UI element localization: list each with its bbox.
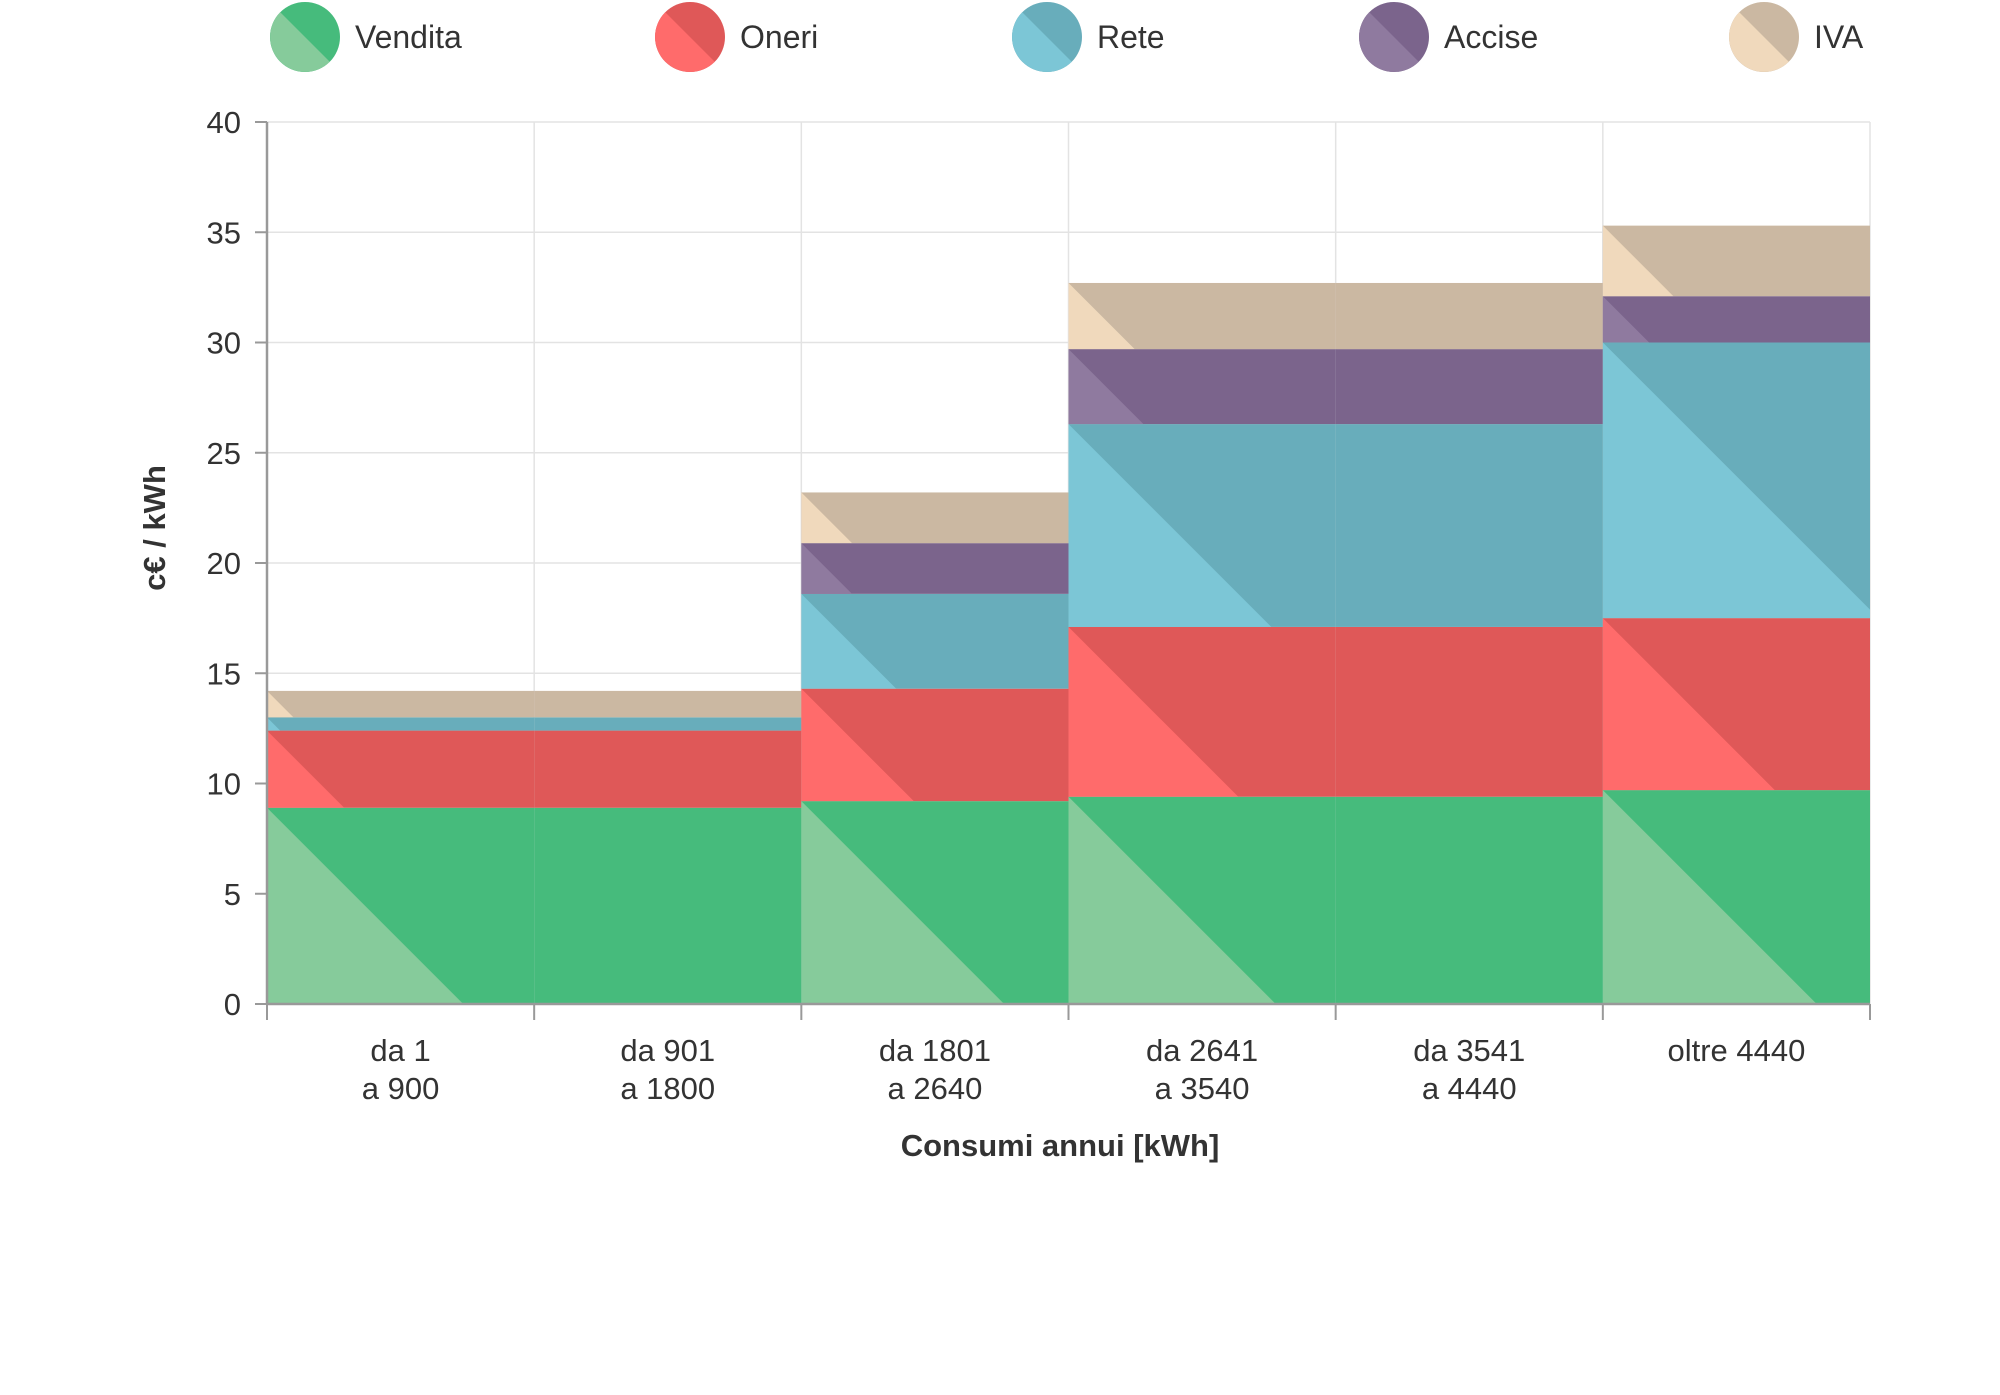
legend-item-accise: Accise bbox=[1359, 2, 1538, 72]
bar-highlight-accise-5 bbox=[1602, 296, 1650, 343]
bar-iva-4 bbox=[1335, 282, 1603, 350]
y-tick-label-25: 25 bbox=[207, 436, 241, 471]
bar-vendita-4 bbox=[1335, 796, 1603, 1004]
y-tick-label-5: 5 bbox=[224, 877, 241, 912]
legend-swatch-highlight-rete bbox=[1012, 12, 1072, 72]
bar-rete-0 bbox=[267, 717, 535, 731]
bar-rete-4 bbox=[1335, 424, 1603, 627]
bar-oneri-4 bbox=[1335, 626, 1603, 797]
x-tick-label-3-1: a 3540 bbox=[1155, 1071, 1250, 1106]
y-tick-label-40: 40 bbox=[207, 105, 241, 140]
bar-highlight-iva-2 bbox=[801, 492, 853, 544]
bar-highlight-accise-2 bbox=[801, 543, 853, 594]
y-tick-label-30: 30 bbox=[207, 326, 241, 361]
y-tick-label-10: 10 bbox=[207, 767, 241, 802]
legend-swatch-highlight-oneri bbox=[655, 12, 715, 72]
bar-highlight-iva-3 bbox=[1068, 282, 1135, 350]
y-tick-label-0: 0 bbox=[224, 987, 241, 1022]
x-tick-label-0-1: a 900 bbox=[362, 1071, 440, 1106]
bar-highlight-rete-2 bbox=[801, 593, 897, 689]
bar-accise-5 bbox=[1602, 296, 1870, 343]
y-tick-label-15: 15 bbox=[207, 656, 241, 691]
legend: Vendita Oneri Rete Accise IVA bbox=[270, 2, 1864, 72]
bar-highlight-vendita-3 bbox=[1068, 796, 1276, 1004]
x-tick-label-1-0: da 901 bbox=[620, 1033, 715, 1068]
bar-highlight-iva-0 bbox=[267, 690, 294, 718]
legend-label-rete: Rete bbox=[1097, 19, 1165, 55]
legend-label-iva: IVA bbox=[1814, 19, 1864, 55]
bar-accise-4 bbox=[1335, 349, 1603, 425]
legend-label-vendita: Vendita bbox=[355, 19, 462, 55]
bar-highlight-accise-3 bbox=[1068, 349, 1144, 425]
bar-highlight-oneri-2 bbox=[801, 688, 914, 802]
x-tick-label-1-1: a 1800 bbox=[620, 1071, 715, 1106]
bar-highlight-oneri-3 bbox=[1068, 626, 1239, 797]
x-tick-label-4-1: a 4440 bbox=[1422, 1071, 1517, 1106]
legend-label-accise: Accise bbox=[1444, 19, 1538, 55]
bar-highlight-vendita-0 bbox=[267, 807, 464, 1004]
bar-iva-2 bbox=[801, 492, 1069, 544]
y-axis-title: c€ / kWh bbox=[137, 465, 172, 591]
bar-highlight-rete-5 bbox=[1602, 342, 1871, 619]
bar-highlight-iva-5 bbox=[1602, 225, 1674, 297]
legend-label-oneri: Oneri bbox=[740, 19, 818, 55]
legend-item-vendita: Vendita bbox=[270, 2, 462, 72]
bar-oneri-1 bbox=[534, 730, 802, 808]
x-tick-label-4-0: da 3541 bbox=[1413, 1033, 1525, 1068]
bar-highlight-vendita-5 bbox=[1602, 790, 1817, 1004]
y-tick-label-35: 35 bbox=[207, 215, 241, 250]
bars bbox=[267, 225, 1871, 1004]
bar-highlight-oneri-5 bbox=[1602, 618, 1775, 791]
x-tick-label-3-0: da 2641 bbox=[1146, 1033, 1258, 1068]
bar-rete-1 bbox=[534, 717, 802, 731]
x-tick-label-5-0: oltre 4440 bbox=[1667, 1033, 1805, 1068]
legend-item-oneri: Oneri bbox=[655, 2, 818, 72]
bar-vendita-1 bbox=[534, 807, 802, 1004]
legend-item-iva: IVA bbox=[1729, 2, 1864, 72]
legend-item-rete: Rete bbox=[1012, 2, 1165, 72]
x-tick-label-0-0: da 1 bbox=[370, 1033, 430, 1068]
legend-swatch-highlight-iva bbox=[1729, 12, 1789, 72]
legend-swatch-highlight-vendita bbox=[270, 12, 330, 72]
x-tick-label-2-1: a 2640 bbox=[888, 1071, 983, 1106]
bar-highlight-oneri-0 bbox=[267, 730, 345, 808]
bar-highlight-rete-0 bbox=[267, 717, 281, 731]
bar-highlight-vendita-2 bbox=[801, 801, 1005, 1004]
x-axis-title: Consumi annui [kWh] bbox=[901, 1128, 1220, 1163]
y-tick-label-20: 20 bbox=[207, 546, 241, 581]
bar-accise-2 bbox=[801, 543, 1069, 594]
legend-swatch-highlight-accise bbox=[1359, 12, 1419, 72]
bar-highlight-rete-3 bbox=[1068, 424, 1272, 627]
bar-iva-0 bbox=[267, 690, 535, 718]
x-tick-label-2-0: da 1801 bbox=[879, 1033, 991, 1068]
bar-iva-1 bbox=[534, 690, 802, 718]
